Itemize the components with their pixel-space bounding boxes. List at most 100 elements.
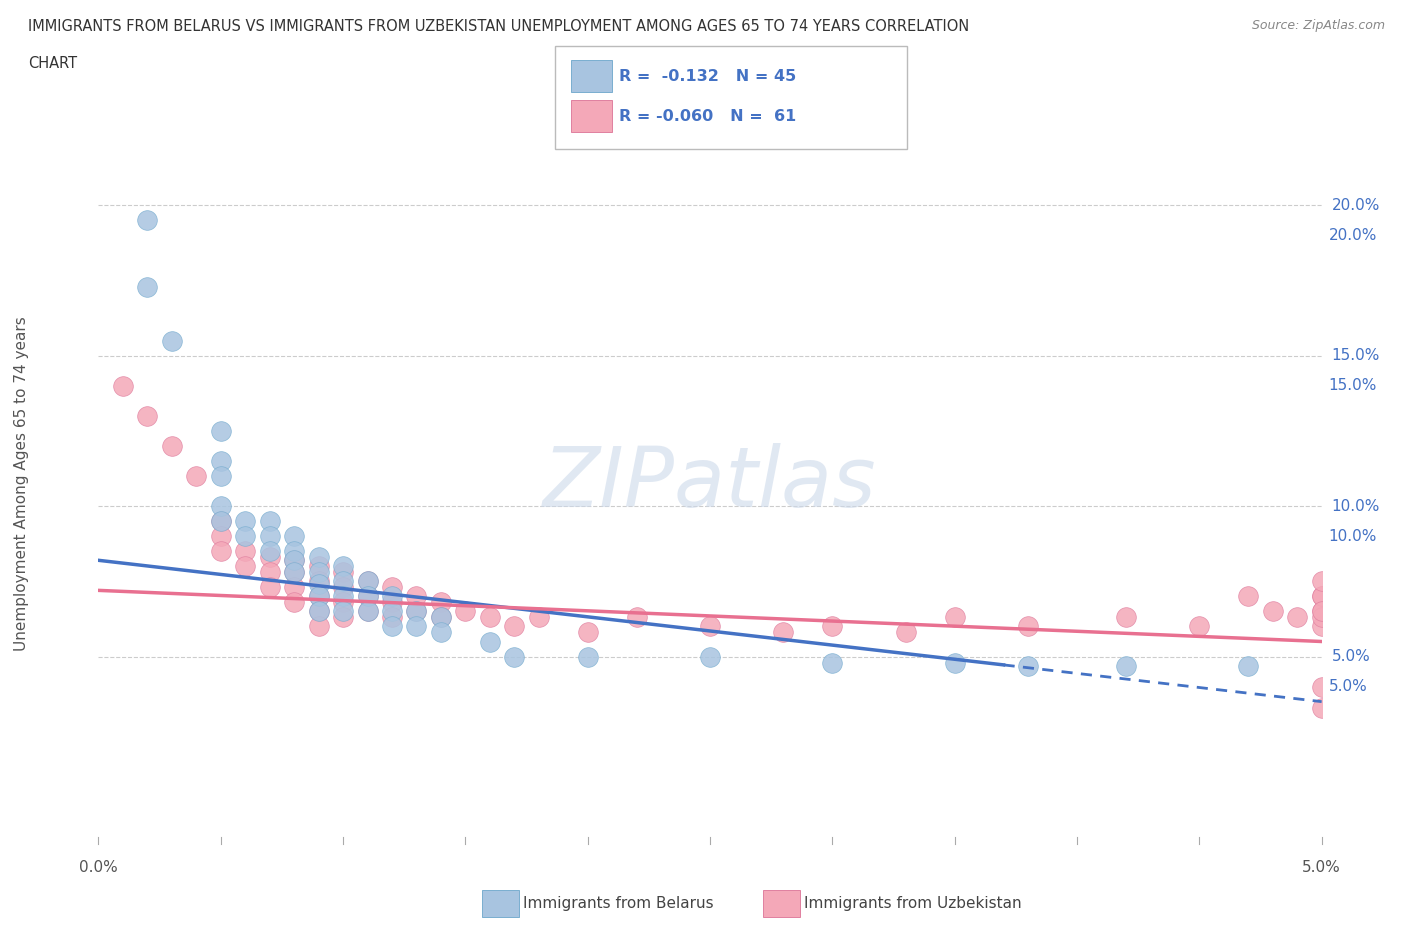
Point bbox=[332, 589, 354, 604]
Point bbox=[233, 544, 256, 559]
Point bbox=[283, 580, 305, 595]
Point bbox=[283, 529, 305, 544]
Point bbox=[478, 610, 501, 625]
Point bbox=[1261, 604, 1284, 618]
Point bbox=[405, 604, 427, 618]
Point bbox=[136, 279, 159, 294]
Point bbox=[1310, 679, 1333, 694]
Point bbox=[430, 610, 453, 625]
Text: 0.0%: 0.0% bbox=[79, 860, 118, 875]
Point bbox=[576, 649, 599, 664]
Point bbox=[332, 610, 354, 625]
Point bbox=[430, 625, 453, 640]
Point bbox=[454, 604, 477, 618]
Point bbox=[136, 408, 159, 423]
Point bbox=[356, 574, 378, 589]
Point bbox=[381, 595, 404, 610]
Text: 5.0%: 5.0% bbox=[1331, 649, 1371, 664]
Point bbox=[283, 595, 305, 610]
Point bbox=[430, 595, 453, 610]
Point bbox=[381, 580, 404, 595]
Point bbox=[405, 604, 427, 618]
Point bbox=[1310, 610, 1333, 625]
Text: 10.0%: 10.0% bbox=[1331, 498, 1379, 513]
Point bbox=[356, 604, 378, 618]
Point bbox=[503, 649, 526, 664]
Point bbox=[381, 589, 404, 604]
Point bbox=[308, 565, 330, 579]
Point bbox=[259, 529, 281, 544]
Point bbox=[626, 610, 648, 625]
Point bbox=[699, 619, 721, 634]
Text: Immigrants from Belarus: Immigrants from Belarus bbox=[523, 896, 714, 910]
Point bbox=[332, 604, 354, 618]
Point bbox=[160, 439, 183, 454]
Point bbox=[209, 469, 232, 484]
Text: Unemployment Among Ages 65 to 74 years: Unemployment Among Ages 65 to 74 years bbox=[14, 316, 28, 651]
Point bbox=[209, 544, 232, 559]
Point bbox=[308, 550, 330, 565]
Point bbox=[821, 655, 844, 670]
Point bbox=[308, 604, 330, 618]
Point bbox=[1310, 700, 1333, 715]
Point bbox=[308, 619, 330, 634]
Text: Source: ZipAtlas.com: Source: ZipAtlas.com bbox=[1251, 19, 1385, 32]
Point bbox=[259, 580, 281, 595]
Point bbox=[1310, 619, 1333, 634]
Point bbox=[209, 423, 232, 438]
Point bbox=[308, 559, 330, 574]
Point bbox=[283, 552, 305, 567]
Point bbox=[308, 574, 330, 589]
Point bbox=[1188, 619, 1211, 634]
Point bbox=[186, 469, 208, 484]
Point bbox=[576, 625, 599, 640]
Point bbox=[821, 619, 844, 634]
Text: Immigrants from Uzbekistan: Immigrants from Uzbekistan bbox=[804, 896, 1022, 910]
Point bbox=[1310, 574, 1333, 589]
Text: 20.0%: 20.0% bbox=[1329, 228, 1376, 243]
Text: CHART: CHART bbox=[28, 56, 77, 71]
Text: 5.0%: 5.0% bbox=[1302, 860, 1341, 875]
Point bbox=[259, 550, 281, 565]
Point bbox=[1017, 658, 1039, 673]
Point bbox=[308, 604, 330, 618]
Point bbox=[527, 610, 550, 625]
Point bbox=[332, 595, 354, 610]
Point bbox=[308, 577, 330, 591]
Point bbox=[209, 513, 232, 528]
Point bbox=[381, 604, 404, 618]
Point bbox=[943, 655, 966, 670]
Point bbox=[209, 529, 232, 544]
Point bbox=[1310, 604, 1333, 618]
Point bbox=[136, 213, 159, 228]
Point bbox=[332, 565, 354, 579]
Point bbox=[943, 610, 966, 625]
Point bbox=[332, 574, 354, 589]
Point bbox=[209, 454, 232, 469]
Text: 15.0%: 15.0% bbox=[1329, 379, 1376, 393]
Point bbox=[381, 619, 404, 634]
Point bbox=[1237, 589, 1260, 604]
Point bbox=[1310, 589, 1333, 604]
Point bbox=[478, 634, 501, 649]
Point bbox=[259, 544, 281, 559]
Text: 20.0%: 20.0% bbox=[1331, 198, 1379, 213]
Point bbox=[283, 565, 305, 579]
Point bbox=[405, 619, 427, 634]
Point bbox=[233, 513, 256, 528]
Point bbox=[1017, 619, 1039, 634]
Point bbox=[772, 625, 794, 640]
Point bbox=[381, 610, 404, 625]
Point bbox=[283, 552, 305, 567]
Point bbox=[259, 565, 281, 579]
Point bbox=[283, 544, 305, 559]
Point bbox=[233, 559, 256, 574]
Text: 5.0%: 5.0% bbox=[1329, 679, 1368, 694]
Text: 10.0%: 10.0% bbox=[1329, 529, 1376, 544]
Point bbox=[405, 589, 427, 604]
Point bbox=[430, 610, 453, 625]
Point bbox=[332, 580, 354, 595]
Point bbox=[283, 565, 305, 579]
Point bbox=[699, 649, 721, 664]
Point bbox=[259, 513, 281, 528]
